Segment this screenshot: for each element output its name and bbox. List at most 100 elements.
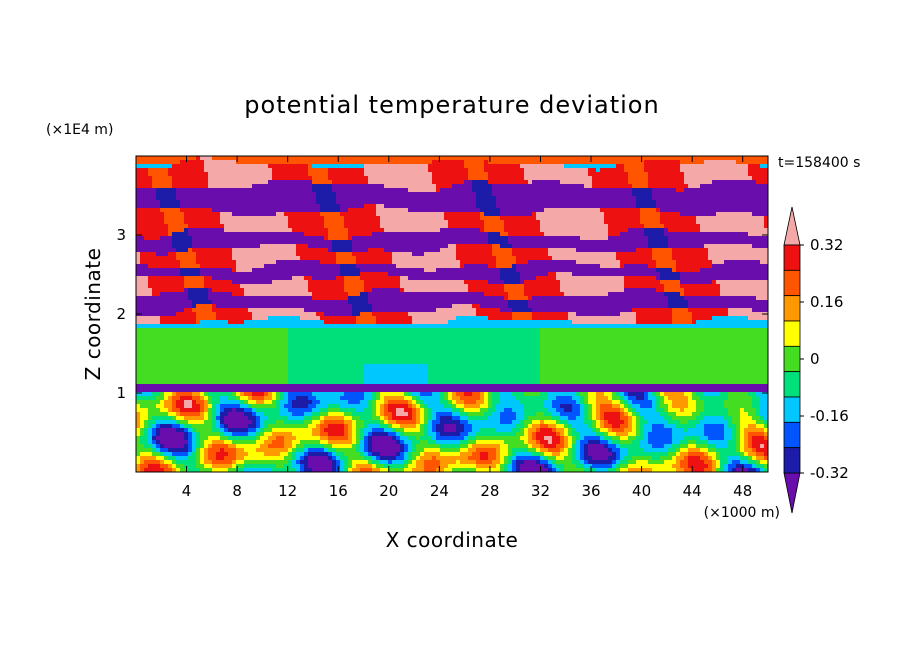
heatmap-cell <box>584 216 589 221</box>
heatmap-cell <box>736 180 741 185</box>
heatmap-cell <box>204 276 209 281</box>
heatmap-cell <box>700 164 705 169</box>
heatmap-cell <box>636 188 641 193</box>
heatmap-cell <box>448 280 453 285</box>
heatmap-cell <box>284 160 289 165</box>
heatmap-cell <box>400 224 405 229</box>
heatmap-cell <box>164 200 169 205</box>
heatmap-cell <box>408 260 413 265</box>
heatmap-cell <box>312 236 317 241</box>
heatmap-cell <box>312 188 317 193</box>
heatmap-cell <box>696 172 701 177</box>
heatmap-cell <box>396 188 401 193</box>
heatmap-cell <box>296 212 301 217</box>
heatmap-cell <box>608 192 613 197</box>
heatmap-cell <box>372 244 377 249</box>
heatmap-cell <box>156 268 161 273</box>
heatmap-cell <box>648 244 653 249</box>
heatmap-cell <box>276 224 281 229</box>
heatmap-cell <box>172 232 177 237</box>
heatmap-cell <box>560 208 565 213</box>
heatmap-cell <box>228 212 233 217</box>
heatmap-cell <box>240 240 245 245</box>
heatmap-cell <box>340 220 345 225</box>
heatmap-cell <box>208 244 213 249</box>
heatmap-cell <box>752 232 757 237</box>
heatmap-cell <box>176 188 181 193</box>
heatmap-cell <box>320 160 325 165</box>
heatmap-cell <box>348 160 353 165</box>
heatmap-cell <box>156 256 161 261</box>
heatmap-cell <box>676 200 681 205</box>
heatmap-cell <box>536 212 541 217</box>
heatmap-cell <box>640 276 645 281</box>
heatmap-cell <box>532 232 537 237</box>
heatmap-cell <box>160 176 165 181</box>
heatmap-cell <box>644 272 649 277</box>
heatmap-cell <box>300 156 305 161</box>
heatmap-cell <box>640 272 645 277</box>
heatmap-cell <box>644 244 649 249</box>
heatmap-cell <box>508 168 513 173</box>
heatmap-cell <box>336 164 341 169</box>
heatmap-cell <box>336 188 341 193</box>
heatmap-cell <box>632 248 637 253</box>
heatmap-cell <box>364 236 369 241</box>
heatmap-cell <box>256 248 261 253</box>
heatmap-cell <box>700 160 705 165</box>
heatmap-cell <box>752 204 757 209</box>
heatmap-cell <box>436 228 441 233</box>
heatmap-cell <box>204 224 209 229</box>
heatmap-cell <box>568 172 573 177</box>
heatmap-cell <box>176 220 181 225</box>
heatmap-cell <box>672 264 677 269</box>
heatmap-cell <box>408 160 413 165</box>
heatmap-cell <box>220 176 225 181</box>
heatmap-cell <box>464 268 469 273</box>
heatmap-cell <box>436 264 441 269</box>
heatmap-cell <box>340 176 345 181</box>
heatmap-cell <box>524 256 529 261</box>
heatmap-cell <box>524 220 529 225</box>
heatmap-cell <box>524 192 529 197</box>
heatmap-cell <box>732 252 737 257</box>
heatmap-cell <box>692 216 697 221</box>
heatmap-cell <box>232 236 237 241</box>
heatmap-cell <box>488 220 493 225</box>
heatmap-cell <box>536 204 541 209</box>
heatmap-cell <box>612 264 617 269</box>
heatmap-cell <box>160 260 165 265</box>
heatmap-cell <box>524 204 529 209</box>
heatmap-cell <box>200 268 205 273</box>
heatmap-cell <box>456 212 461 217</box>
heatmap-cell <box>316 240 321 245</box>
heatmap-cell <box>436 256 441 261</box>
heatmap-cell <box>260 164 265 169</box>
heatmap-cell <box>432 172 437 177</box>
heatmap-cell <box>592 184 597 189</box>
heatmap-cell <box>244 192 249 197</box>
heatmap-cell <box>356 204 361 209</box>
heatmap-cell <box>628 192 633 197</box>
heatmap-cell <box>332 192 337 197</box>
heatmap-cell <box>200 224 205 229</box>
heatmap-cell <box>412 272 417 277</box>
heatmap-cell <box>596 260 601 265</box>
heatmap-cell <box>580 184 585 189</box>
heatmap-cell <box>264 172 269 177</box>
heatmap-cell <box>532 160 537 165</box>
heatmap-cell <box>208 208 213 213</box>
heatmap-cell <box>208 160 213 165</box>
heatmap-cell <box>544 220 549 225</box>
heatmap-cell <box>744 188 749 193</box>
heatmap-cell <box>468 260 473 265</box>
heatmap-cell <box>452 184 457 189</box>
heatmap-cell <box>760 244 765 249</box>
heatmap-cell <box>320 220 325 225</box>
heatmap-cell <box>312 256 317 261</box>
heatmap-cell <box>280 224 285 229</box>
heatmap-cell <box>424 248 429 253</box>
heatmap-cell <box>684 176 689 181</box>
heatmap-cell <box>360 240 365 245</box>
heatmap-cell <box>504 228 509 233</box>
